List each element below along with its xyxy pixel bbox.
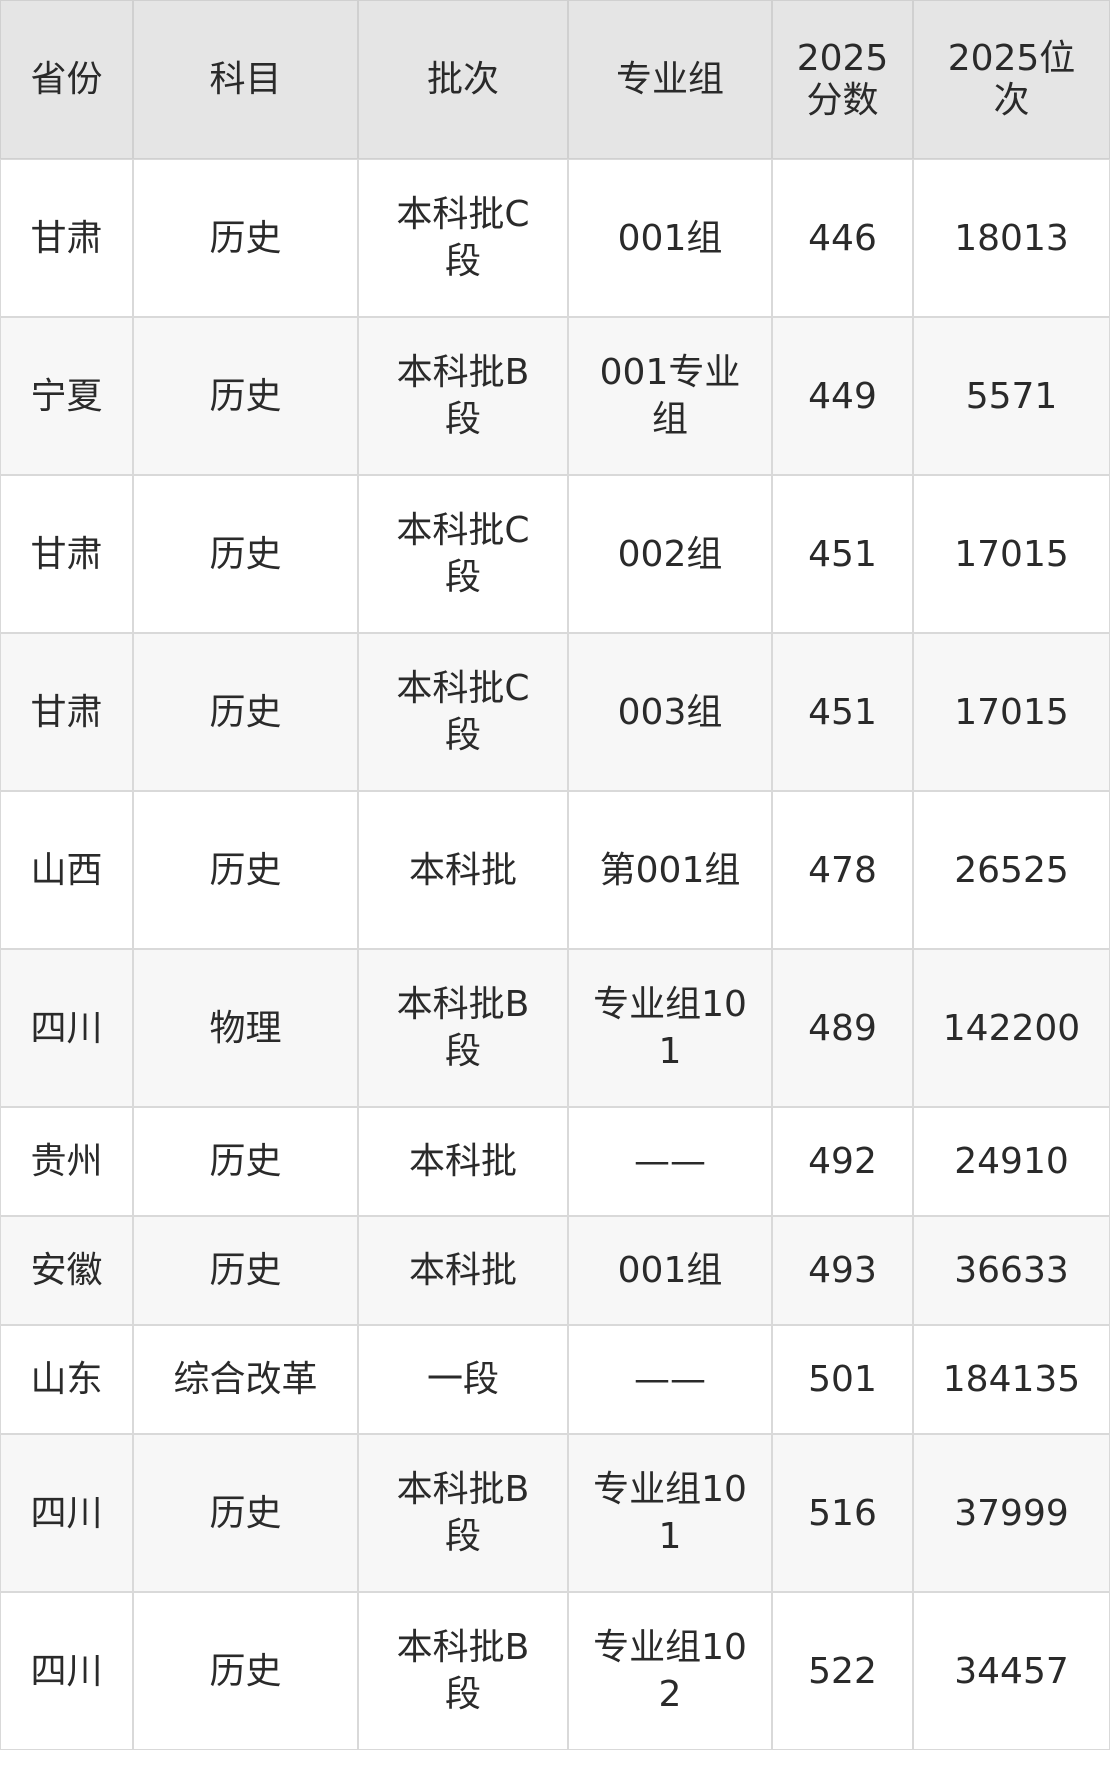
cell-score: 516 xyxy=(772,1434,913,1592)
cell-province: 山西 xyxy=(0,791,133,949)
header-row: 省份 科目 批次 专业组 2025分数 2025位次 xyxy=(0,0,1110,159)
cell-rank: 5571 xyxy=(913,317,1110,475)
cell-subject: 历史 xyxy=(133,1216,358,1325)
cell-group: 专业组101 xyxy=(568,949,772,1107)
table-row: 甘肃 历史 本科批C段 001组 446 18013 xyxy=(0,159,1110,317)
cell-province: 宁夏 xyxy=(0,317,133,475)
cell-batch: 本科批 xyxy=(358,791,568,949)
cell-rank: 142200 xyxy=(913,949,1110,1107)
cell-rank: 36633 xyxy=(913,1216,1110,1325)
cell-score: 446 xyxy=(772,159,913,317)
cell-rank: 37999 xyxy=(913,1434,1110,1592)
cell-group: 专业组102 xyxy=(568,1592,772,1750)
table-row: 安徽 历史 本科批 001组 493 36633 xyxy=(0,1216,1110,1325)
cell-subject: 历史 xyxy=(133,1434,358,1592)
header-score: 2025分数 xyxy=(772,0,913,159)
table-row: 贵州 历史 本科批 —— 492 24910 xyxy=(0,1107,1110,1216)
cell-subject: 物理 xyxy=(133,949,358,1107)
cell-rank: 184135 xyxy=(913,1325,1110,1434)
cell-province: 贵州 xyxy=(0,1107,133,1216)
header-group: 专业组 xyxy=(568,0,772,159)
cell-batch: 本科批B段 xyxy=(358,1434,568,1592)
cell-group: —— xyxy=(568,1325,772,1434)
cell-group: 第001组 xyxy=(568,791,772,949)
header-subject: 科目 xyxy=(133,0,358,159)
cell-province: 安徽 xyxy=(0,1216,133,1325)
cell-batch: 本科批B段 xyxy=(358,1592,568,1750)
cell-batch: 本科批B段 xyxy=(358,317,568,475)
cell-province: 四川 xyxy=(0,949,133,1107)
table-row: 山西 历史 本科批 第001组 478 26525 xyxy=(0,791,1110,949)
cell-score: 493 xyxy=(772,1216,913,1325)
cell-score: 501 xyxy=(772,1325,913,1434)
table-row: 山东 综合改革 一段 —— 501 184135 xyxy=(0,1325,1110,1434)
cell-group: 001组 xyxy=(568,159,772,317)
cell-group: 002组 xyxy=(568,475,772,633)
header-batch: 批次 xyxy=(358,0,568,159)
cell-province: 山东 xyxy=(0,1325,133,1434)
cell-batch: 本科批B段 xyxy=(358,949,568,1107)
cell-batch: 一段 xyxy=(358,1325,568,1434)
cell-score: 492 xyxy=(772,1107,913,1216)
cell-subject: 历史 xyxy=(133,791,358,949)
cell-province: 四川 xyxy=(0,1434,133,1592)
cell-group: 003组 xyxy=(568,633,772,791)
cell-rank: 18013 xyxy=(913,159,1110,317)
cell-group: 001专业组 xyxy=(568,317,772,475)
table-row: 四川 物理 本科批B段 专业组101 489 142200 xyxy=(0,949,1110,1107)
cell-province: 甘肃 xyxy=(0,633,133,791)
cell-group: —— xyxy=(568,1107,772,1216)
cell-score: 451 xyxy=(772,475,913,633)
cell-group: 专业组101 xyxy=(568,1434,772,1592)
table-row: 甘肃 历史 本科批C段 002组 451 17015 xyxy=(0,475,1110,633)
cell-province: 甘肃 xyxy=(0,475,133,633)
header-province: 省份 xyxy=(0,0,133,159)
header-rank: 2025位次 xyxy=(913,0,1110,159)
table-row: 四川 历史 本科批B段 专业组101 516 37999 xyxy=(0,1434,1110,1592)
table-row: 四川 历史 本科批B段 专业组102 522 34457 xyxy=(0,1592,1110,1750)
cell-subject: 历史 xyxy=(133,1107,358,1216)
cell-rank: 17015 xyxy=(913,475,1110,633)
cell-score: 478 xyxy=(772,791,913,949)
cell-subject: 历史 xyxy=(133,633,358,791)
cell-batch: 本科批C段 xyxy=(358,633,568,791)
cell-subject: 历史 xyxy=(133,1592,358,1750)
cell-score: 449 xyxy=(772,317,913,475)
cell-province: 甘肃 xyxy=(0,159,133,317)
cell-batch: 本科批C段 xyxy=(358,159,568,317)
cell-batch: 本科批 xyxy=(358,1216,568,1325)
cell-rank: 34457 xyxy=(913,1592,1110,1750)
cell-subject: 历史 xyxy=(133,475,358,633)
cell-rank: 24910 xyxy=(913,1107,1110,1216)
cell-rank: 26525 xyxy=(913,791,1110,949)
cell-group: 001组 xyxy=(568,1216,772,1325)
cell-subject: 历史 xyxy=(133,317,358,475)
cell-score: 451 xyxy=(772,633,913,791)
cell-score: 522 xyxy=(772,1592,913,1750)
table-row: 甘肃 历史 本科批C段 003组 451 17015 xyxy=(0,633,1110,791)
cell-batch: 本科批C段 xyxy=(358,475,568,633)
table-row: 宁夏 历史 本科批B段 001专业组 449 5571 xyxy=(0,317,1110,475)
cell-province: 四川 xyxy=(0,1592,133,1750)
cell-batch: 本科批 xyxy=(358,1107,568,1216)
cell-rank: 17015 xyxy=(913,633,1110,791)
cell-subject: 综合改革 xyxy=(133,1325,358,1434)
cell-score: 489 xyxy=(772,949,913,1107)
cell-subject: 历史 xyxy=(133,159,358,317)
